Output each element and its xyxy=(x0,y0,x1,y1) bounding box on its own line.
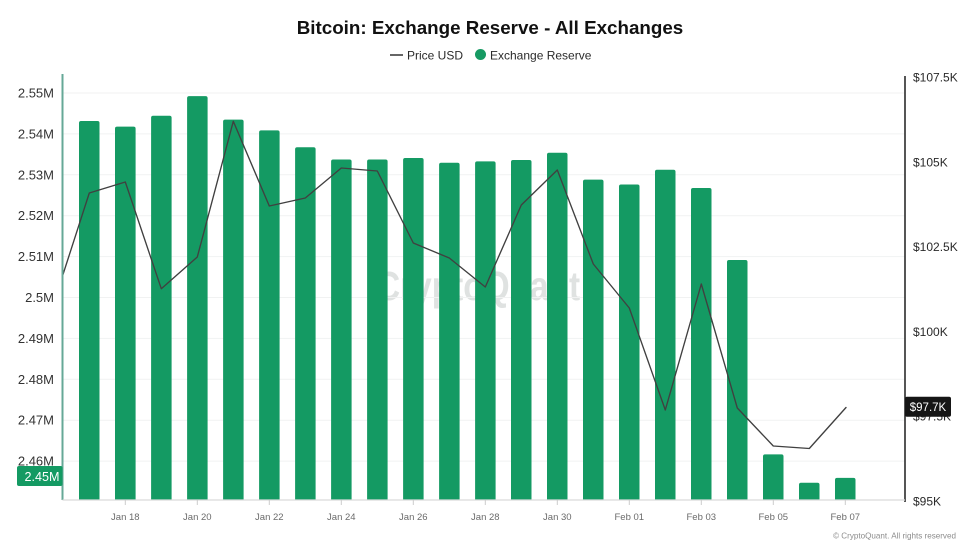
svg-text:$105K: $105K xyxy=(913,155,948,169)
svg-text:2.49M: 2.49M xyxy=(18,331,54,346)
svg-text:Feb 01: Feb 01 xyxy=(615,512,645,523)
svg-text:$102.5K: $102.5K xyxy=(913,240,958,254)
svg-text:Jan 28: Jan 28 xyxy=(471,512,500,523)
svg-text:Jan 26: Jan 26 xyxy=(399,512,428,523)
svg-text:2.47M: 2.47M xyxy=(18,413,54,428)
svg-text:Exchange Reserve: Exchange Reserve xyxy=(490,49,592,63)
svg-text:© CryptoQuant. All rights rese: © CryptoQuant. All rights reserved xyxy=(833,532,956,541)
svg-text:Price USD: Price USD xyxy=(407,49,463,63)
svg-text:2.51M: 2.51M xyxy=(18,249,54,264)
svg-text:Bitcoin: Exchange Reserve - Al: Bitcoin: Exchange Reserve - All Exchange… xyxy=(297,17,684,38)
svg-text:Feb 05: Feb 05 xyxy=(759,512,789,523)
svg-text:$95K: $95K xyxy=(913,495,941,509)
svg-text:$107.5K: $107.5K xyxy=(913,71,958,85)
svg-text:Jan 18: Jan 18 xyxy=(111,512,140,523)
svg-text:Jan 20: Jan 20 xyxy=(183,512,212,523)
svg-text:2.48M: 2.48M xyxy=(18,372,54,387)
svg-text:Jan 24: Jan 24 xyxy=(327,512,356,523)
svg-text:2.45M: 2.45M xyxy=(24,470,59,484)
svg-text:Jan 22: Jan 22 xyxy=(255,512,284,523)
svg-text:Feb 03: Feb 03 xyxy=(687,512,717,523)
svg-text:Feb 07: Feb 07 xyxy=(831,512,861,523)
svg-text:Jan 30: Jan 30 xyxy=(543,512,572,523)
svg-text:2.52M: 2.52M xyxy=(18,208,54,223)
svg-text:2.54M: 2.54M xyxy=(18,126,54,141)
svg-text:2.55M: 2.55M xyxy=(18,86,54,101)
svg-text:2.46M: 2.46M xyxy=(18,454,54,469)
svg-text:2.5M: 2.5M xyxy=(25,290,54,305)
svg-text:$97.7K: $97.7K xyxy=(910,402,947,414)
svg-text:$100K: $100K xyxy=(913,325,948,339)
svg-text:2.53M: 2.53M xyxy=(18,167,54,182)
